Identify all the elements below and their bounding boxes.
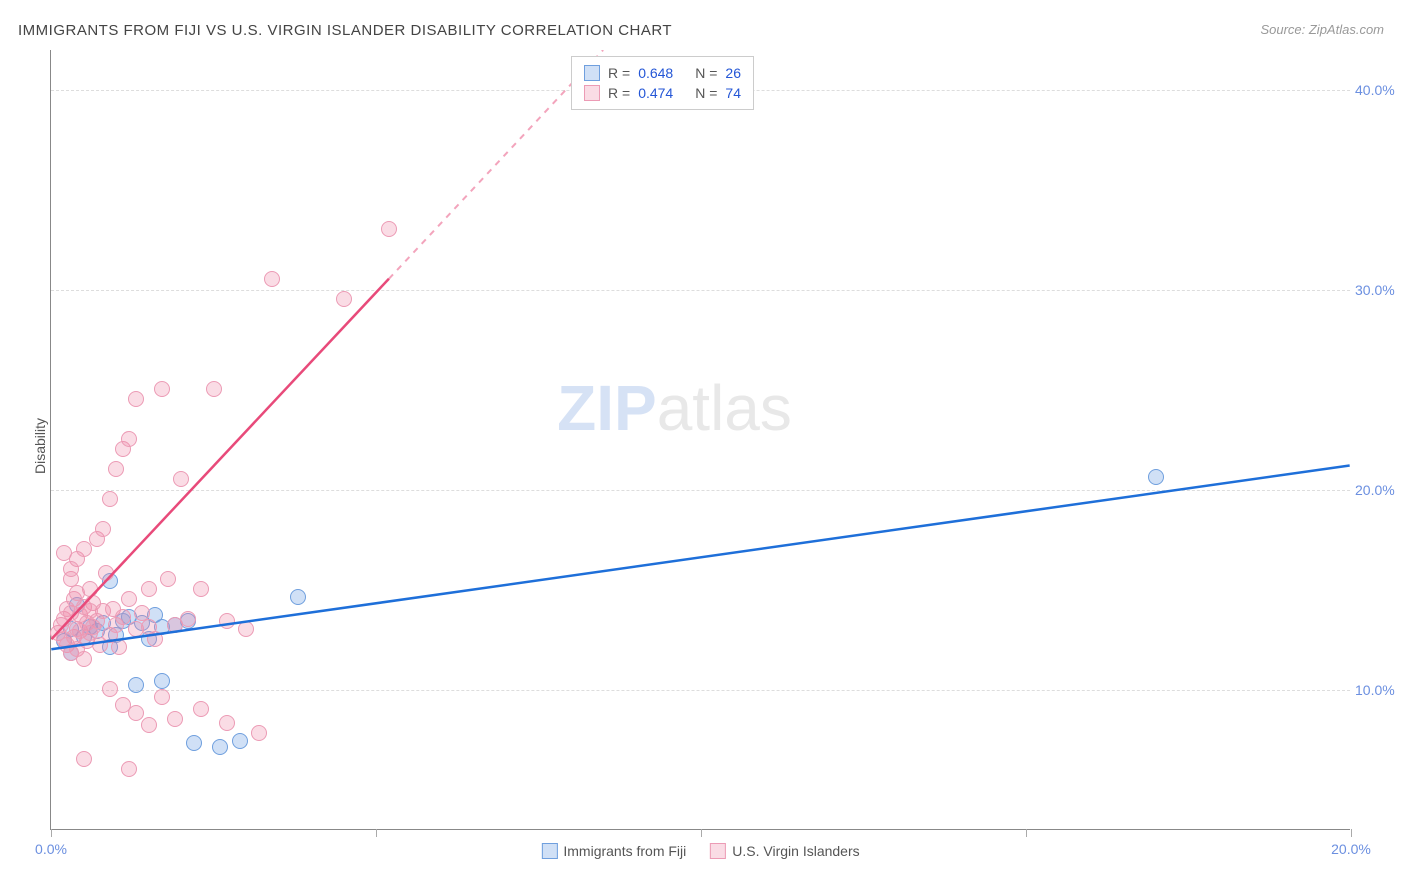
chart-title: IMMIGRANTS FROM FIJI VS U.S. VIRGIN ISLA…: [18, 22, 672, 39]
n-value: 26: [725, 65, 741, 81]
gridline: [51, 290, 1350, 291]
y-tick-label: 40.0%: [1355, 82, 1400, 98]
watermark-atlas: atlas: [657, 372, 792, 444]
legend-stat-row: R = 0.474 N = 74: [584, 83, 741, 103]
legend-stat-row: R = 0.648 N = 26: [584, 63, 741, 83]
y-tick-label: 10.0%: [1355, 682, 1400, 698]
scatter-point: [56, 545, 72, 561]
scatter-point: [128, 705, 144, 721]
x-tick-label: 0.0%: [35, 841, 67, 857]
legend-swatch: [710, 843, 726, 859]
scatter-point: [111, 639, 127, 655]
scatter-point: [108, 461, 124, 477]
y-tick-label: 20.0%: [1355, 482, 1400, 498]
x-tick-label: 20.0%: [1331, 841, 1371, 857]
scatter-point: [336, 291, 352, 307]
r-value: 0.474: [638, 85, 673, 101]
scatter-point: [193, 581, 209, 597]
gridline: [51, 490, 1350, 491]
x-tick: [376, 829, 377, 837]
scatter-point: [1148, 469, 1164, 485]
scatter-point: [238, 621, 254, 637]
n-value: 74: [725, 85, 741, 101]
legend-swatch: [584, 65, 600, 81]
scatter-point: [264, 271, 280, 287]
scatter-point: [115, 609, 131, 625]
plot-area: ZIPatlas R =0.648N =26R =0.474N =74 Immi…: [50, 50, 1350, 830]
x-tick: [51, 829, 52, 837]
legend-swatch: [541, 843, 557, 859]
x-tick: [1351, 829, 1352, 837]
n-label: N =: [695, 65, 717, 81]
scatter-point: [251, 725, 267, 741]
source-attribution: Source: ZipAtlas.com: [1260, 22, 1384, 37]
scatter-point: [76, 651, 92, 667]
gridline: [51, 690, 1350, 691]
series-legend: Immigrants from Fiji U.S. Virgin Islander…: [541, 843, 859, 859]
scatter-point: [154, 689, 170, 705]
watermark: ZIPatlas: [557, 371, 792, 445]
legend-swatch: [584, 85, 600, 101]
scatter-point: [63, 561, 79, 577]
scatter-point: [121, 431, 137, 447]
scatter-point: [102, 491, 118, 507]
r-label: R =: [608, 65, 630, 81]
scatter-point: [121, 591, 137, 607]
scatter-point: [160, 571, 176, 587]
scatter-point: [186, 735, 202, 751]
scatter-point: [167, 711, 183, 727]
legend-series-name: U.S. Virgin Islanders: [732, 843, 859, 859]
scatter-point: [232, 733, 248, 749]
scatter-point: [154, 673, 170, 689]
r-label: R =: [608, 85, 630, 101]
scatter-point: [147, 631, 163, 647]
scatter-point: [206, 381, 222, 397]
scatter-point: [141, 717, 157, 733]
scatter-point: [128, 391, 144, 407]
scatter-point: [219, 715, 235, 731]
x-tick: [1026, 829, 1027, 837]
scatter-point: [69, 585, 85, 601]
scatter-point: [212, 739, 228, 755]
scatter-point: [128, 677, 144, 693]
scatter-point: [102, 681, 118, 697]
scatter-point: [290, 589, 306, 605]
scatter-point: [193, 701, 209, 717]
scatter-point: [219, 613, 235, 629]
scatter-point: [180, 611, 196, 627]
legend-series-name: Immigrants from Fiji: [563, 843, 686, 859]
legend-item: U.S. Virgin Islanders: [710, 843, 859, 859]
scatter-point: [173, 471, 189, 487]
x-tick: [701, 829, 702, 837]
scatter-point: [154, 381, 170, 397]
y-tick-label: 30.0%: [1355, 282, 1400, 298]
watermark-zip: ZIP: [557, 372, 657, 444]
y-axis-label: Disability: [32, 418, 48, 474]
scatter-point: [141, 581, 157, 597]
legend-item: Immigrants from Fiji: [541, 843, 686, 859]
trend-lines: [51, 50, 1350, 829]
scatter-point: [98, 565, 114, 581]
scatter-point: [95, 521, 111, 537]
r-value: 0.648: [638, 65, 673, 81]
scatter-point: [76, 751, 92, 767]
scatter-point: [82, 603, 98, 619]
correlation-legend: R = 0.648 N = 26 R = 0.474 N = 74: [571, 56, 754, 110]
n-label: N =: [695, 85, 717, 101]
scatter-point: [121, 761, 137, 777]
scatter-point: [381, 221, 397, 237]
